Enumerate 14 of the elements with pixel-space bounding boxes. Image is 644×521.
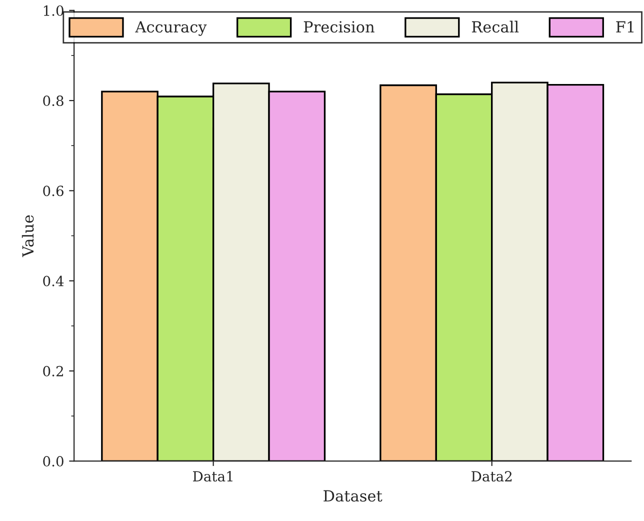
y-tick-label: 0.2 bbox=[43, 366, 63, 376]
y-tick-label: 0.6 bbox=[43, 186, 64, 196]
legend-label: Accuracy bbox=[135, 21, 207, 36]
x-axis-title: Dataset bbox=[324, 490, 382, 502]
y-tick-label: 1.0 bbox=[44, 5, 64, 16]
y-axis-title: Value bbox=[22, 215, 34, 258]
y-tick-label: 0.8 bbox=[43, 96, 64, 106]
y-tick-label: 0.4 bbox=[43, 276, 64, 286]
legend-label: Precision bbox=[304, 21, 374, 33]
y-tick-label: 0.0 bbox=[43, 456, 64, 467]
x-tick-label: Data2 bbox=[472, 471, 512, 482]
legend-label: Recall bbox=[472, 20, 519, 33]
x-tick-label: Data1 bbox=[193, 471, 232, 482]
legend-label: F1 bbox=[616, 21, 634, 32]
